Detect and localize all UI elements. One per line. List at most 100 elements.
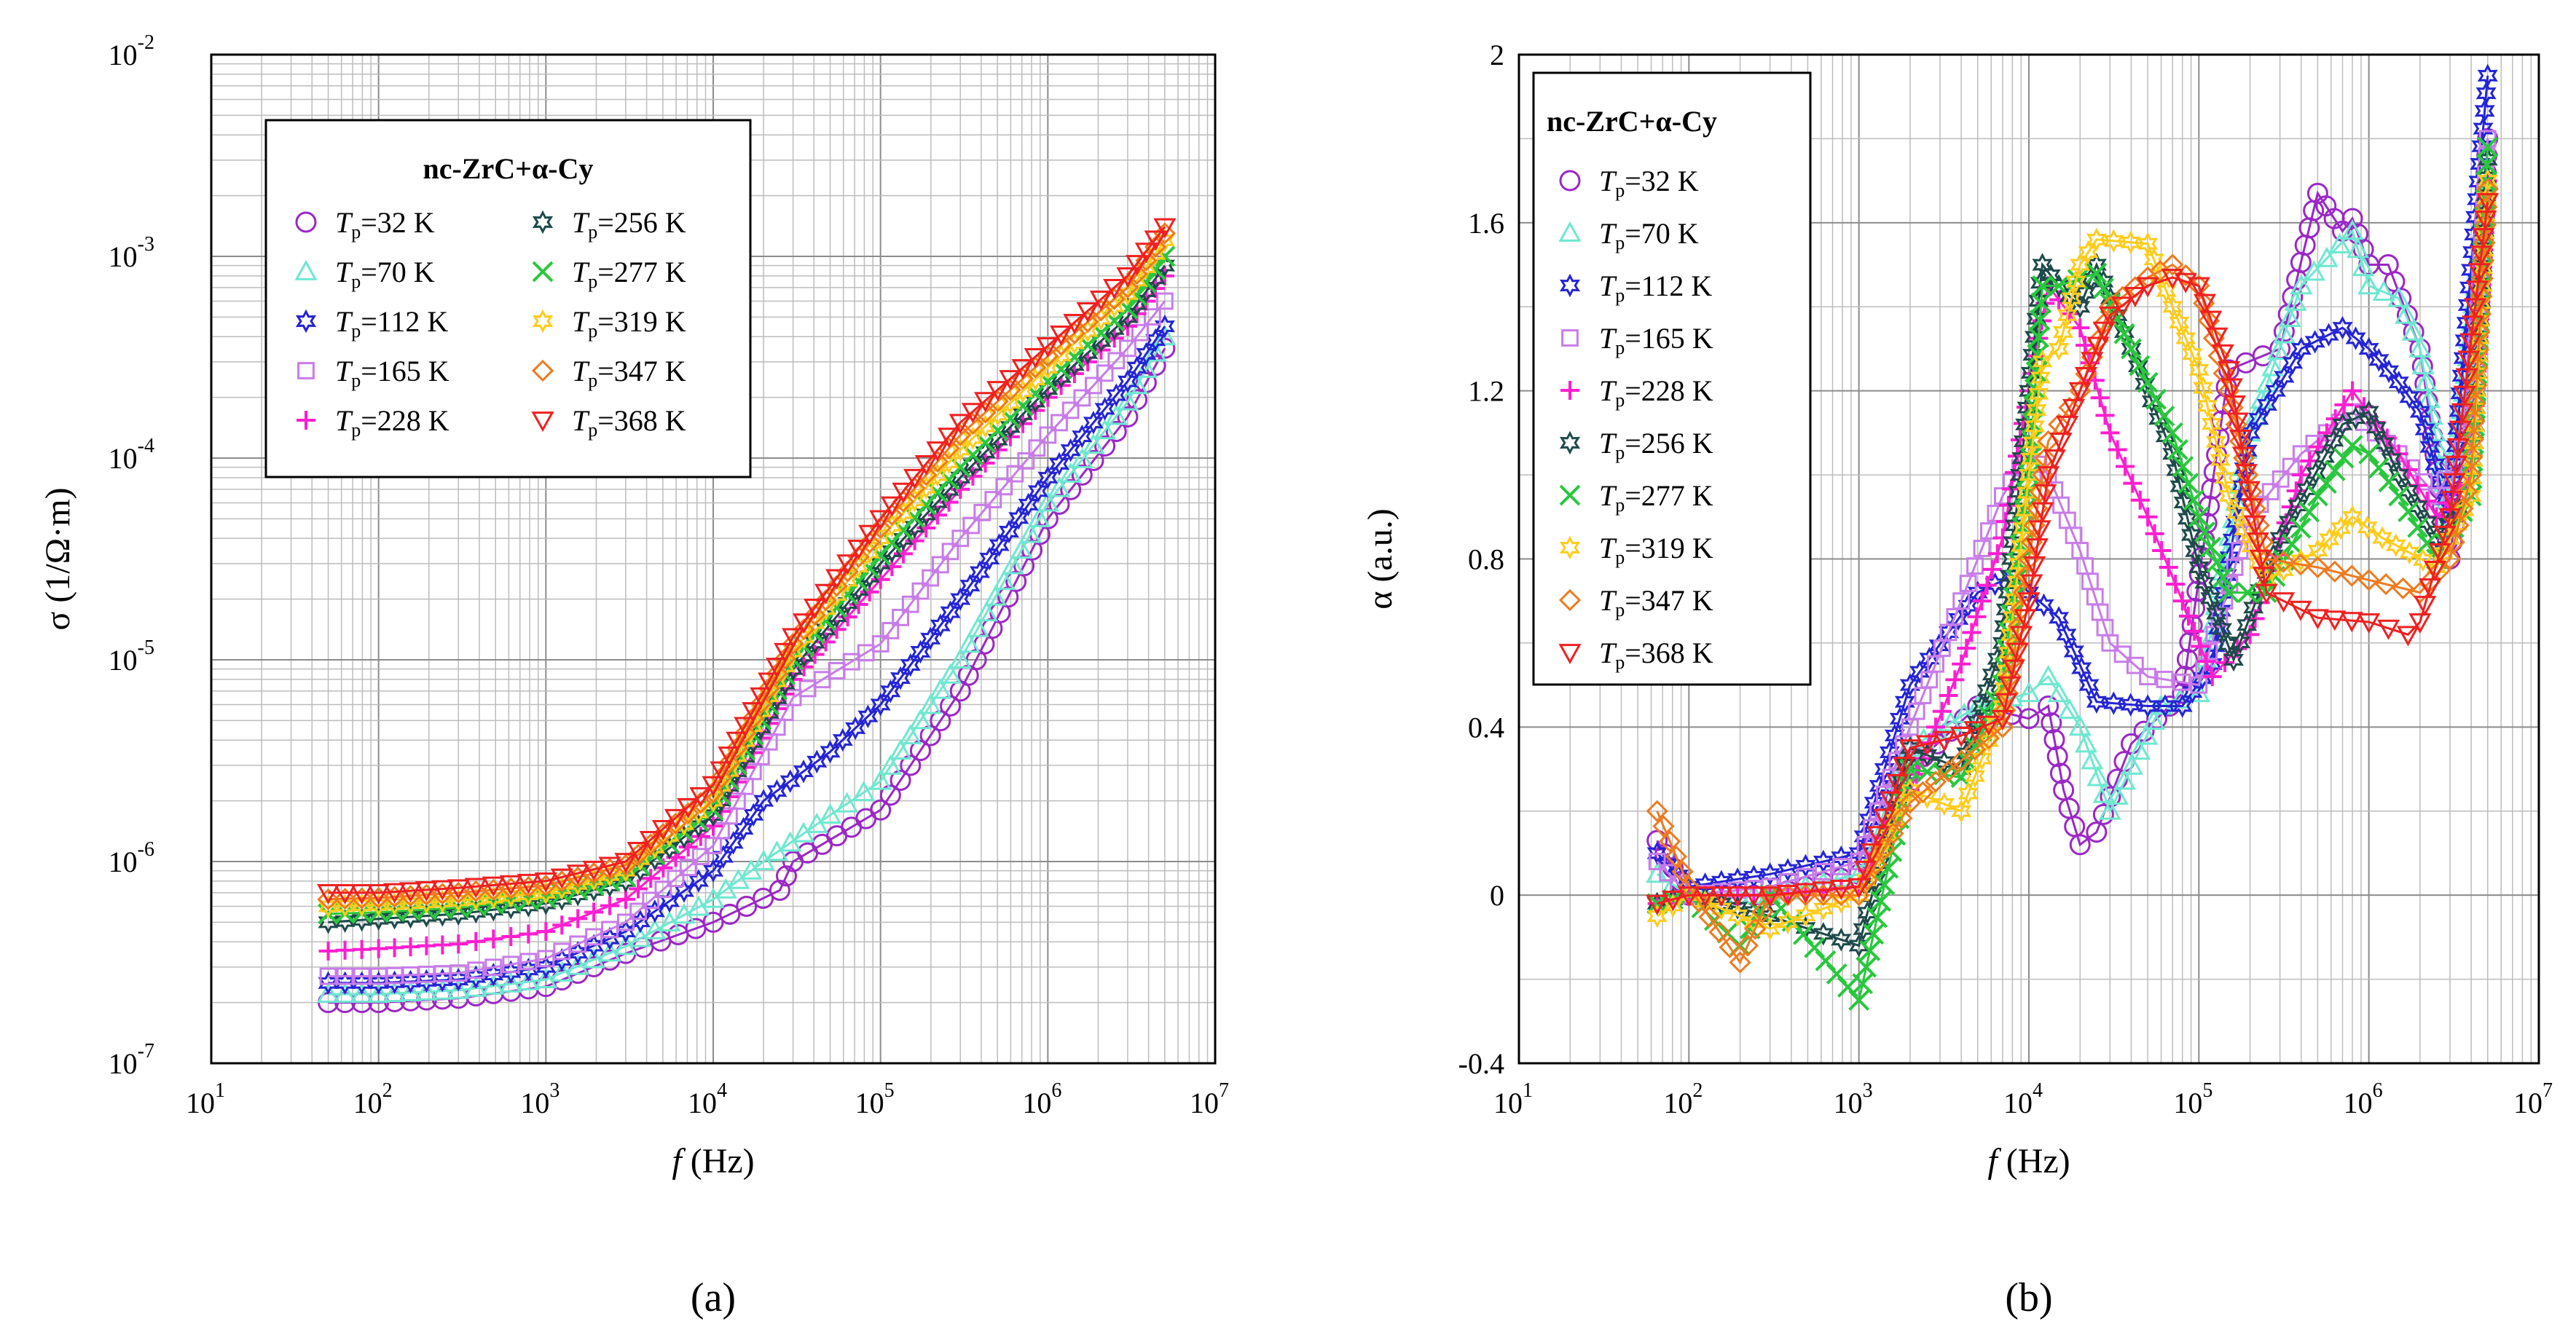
- data-point: [1866, 826, 1890, 847]
- x-tick-label: 101: [1493, 1079, 1533, 1119]
- data-point: [2223, 395, 2246, 416]
- data-point: [1912, 781, 1934, 803]
- legend-item-32K: Tp=32 K: [1559, 165, 1699, 201]
- data-point: [2167, 439, 2188, 460]
- data-point: [2130, 490, 2150, 510]
- data-point: [499, 875, 522, 896]
- data-point: [2323, 560, 2346, 583]
- data-point: [1646, 893, 1668, 915]
- legend-marker: [1558, 221, 1582, 242]
- series-group: [1646, 63, 2500, 1011]
- y-tick-label: 10-3: [109, 233, 154, 273]
- x-tick-label: 103: [520, 1079, 559, 1119]
- data-point: [2137, 371, 2159, 393]
- data-point: [2261, 355, 2285, 377]
- legend-item-32K: Tp=32 K: [295, 206, 435, 243]
- data-point: [383, 883, 407, 904]
- data-point: [2345, 326, 2366, 350]
- legend-title: nc-ZrC+α-Cy: [423, 152, 594, 185]
- data-point: [750, 687, 773, 708]
- data-point: [2175, 264, 2197, 287]
- data-point: [2398, 478, 2419, 502]
- data-point: [2358, 400, 2379, 424]
- data-point: [793, 618, 815, 641]
- data-point: [1131, 323, 1149, 342]
- data-point: [2472, 228, 2495, 249]
- data-point: [1076, 302, 1099, 323]
- data-point: [2306, 556, 2329, 579]
- data-point: [984, 491, 1002, 508]
- legend-label: Tp=228 K: [1599, 374, 1713, 411]
- data-point: [710, 761, 733, 782]
- data-point: [566, 954, 589, 975]
- x-axis-label: f (Hz): [1987, 1142, 2070, 1181]
- data-point: [2139, 668, 2156, 685]
- legend-label: Tp=347 K: [572, 355, 686, 391]
- data-point: [383, 981, 407, 1002]
- data-point: [1853, 860, 1877, 881]
- data-point: [316, 884, 340, 904]
- data-point: [836, 792, 859, 813]
- data-point: [1060, 438, 1081, 462]
- data-point: [1869, 773, 1890, 798]
- data-point: [926, 441, 949, 462]
- data-point: [2116, 457, 2135, 476]
- legend-marker: [532, 309, 554, 334]
- legend-marker: [297, 362, 315, 379]
- data-point: [2202, 667, 2222, 687]
- data-point: [2412, 548, 2434, 572]
- data-point: [2323, 610, 2347, 631]
- data-point: [353, 967, 371, 985]
- data-point: [983, 585, 1007, 606]
- data-point: [1083, 411, 1104, 435]
- data-point: [2200, 586, 2221, 610]
- data-point: [1154, 314, 1175, 339]
- data-point: [352, 939, 372, 959]
- data-point: [2186, 580, 2208, 602]
- data-point: [2046, 746, 2068, 768]
- legend-marker: [1561, 329, 1579, 347]
- data-point: [2188, 555, 2210, 580]
- data-point: [2201, 478, 2223, 500]
- series-line-368K: [1657, 201, 2489, 905]
- data-point: [941, 543, 959, 561]
- data-point: [484, 958, 503, 977]
- data-point: [1939, 686, 1958, 706]
- legend-marker: [295, 309, 317, 334]
- data-point: [2218, 632, 2239, 657]
- data-point: [825, 569, 849, 590]
- data-point: [2305, 461, 2326, 485]
- data-point: [793, 613, 816, 634]
- legend-item-368K: Tp=368 K: [1558, 636, 1713, 673]
- data-point: [2056, 415, 2079, 436]
- data-point: [869, 510, 892, 531]
- data-point: [774, 642, 797, 663]
- data-point: [815, 618, 836, 642]
- data-point: [2328, 233, 2352, 254]
- data-point: [1155, 292, 1174, 310]
- data-point: [350, 982, 374, 1004]
- data-point: [1144, 341, 1167, 362]
- data-point: [1885, 773, 1909, 795]
- data-point: [2049, 336, 2070, 361]
- data-point: [1759, 917, 1780, 941]
- data-point: [2031, 502, 2054, 523]
- data-point: [1856, 956, 1877, 978]
- data-point: [1932, 701, 1952, 721]
- data-point: [2172, 591, 2192, 611]
- data-point: [2365, 415, 2387, 440]
- data-point: [2237, 612, 2258, 637]
- data-point: [734, 717, 757, 738]
- data-point: [702, 859, 724, 883]
- data-point: [2226, 412, 2249, 433]
- data-point: [2374, 573, 2398, 596]
- data-point: [1096, 364, 1114, 382]
- data-point: [2392, 577, 2414, 600]
- data-point: [949, 424, 972, 446]
- data-point: [2185, 621, 2204, 641]
- data-point: [2381, 447, 2402, 471]
- data-point: [719, 903, 741, 925]
- data-point: [2342, 505, 2363, 529]
- data-point: [2017, 682, 2041, 703]
- legend: nc-ZrC+α-Cy Tp=32 K Tp=70 K Tp=112 K Tp=165 …: [1532, 71, 1812, 686]
